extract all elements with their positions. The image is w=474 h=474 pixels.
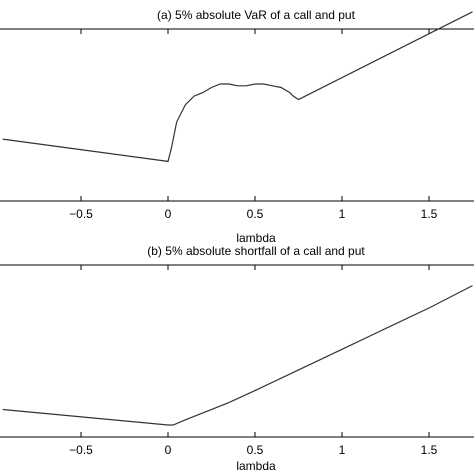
panel-b-shortfall-chart: (b) 5% absolute shortfall of a call and … <box>0 244 474 473</box>
panel-b-axes-frame <box>0 264 474 438</box>
panel-b-title: (b) 5% absolute shortfall of a call and … <box>147 244 365 258</box>
panel-a-x-tick-label: 0.5 <box>247 207 264 221</box>
panel-b-x-tick-label: 0.5 <box>247 443 264 457</box>
panel-b-x-axis-label: lambda <box>236 459 276 473</box>
panel-b-series <box>2 285 473 426</box>
panel-b-x-tick-label: 1.5 <box>421 443 438 457</box>
panel-a-x-tick-label: 1 <box>339 207 346 221</box>
panel-a-x-axis-label: lambda <box>236 231 276 245</box>
panel-a-title: (a) 5% absolute VaR of a call and put <box>157 8 356 22</box>
panel-a-x-tick-label: −0.5 <box>69 207 93 221</box>
panel-b-x-tick-label: 1 <box>339 443 346 457</box>
panel-a-var-chart: (a) 5% absolute VaR of a call and put −0… <box>0 8 474 245</box>
panel-a-x-tick-label: 1.5 <box>421 207 438 221</box>
panel-b-series-line <box>2 285 473 426</box>
panel-a-x-tick-label: 0 <box>165 207 172 221</box>
panel-b-x-ticks: −0.5 0 0.5 1 1.5 <box>69 265 438 457</box>
panel-b-x-tick-label: −0.5 <box>69 443 93 457</box>
panel-a-x-ticks: −0.5 0 0.5 1 1.5 <box>69 29 438 221</box>
panel-a-axes-frame <box>0 28 474 202</box>
panel-a-series-line <box>2 11 473 163</box>
panel-b-x-tick-label: 0 <box>165 443 172 457</box>
panel-a-series <box>2 11 473 163</box>
